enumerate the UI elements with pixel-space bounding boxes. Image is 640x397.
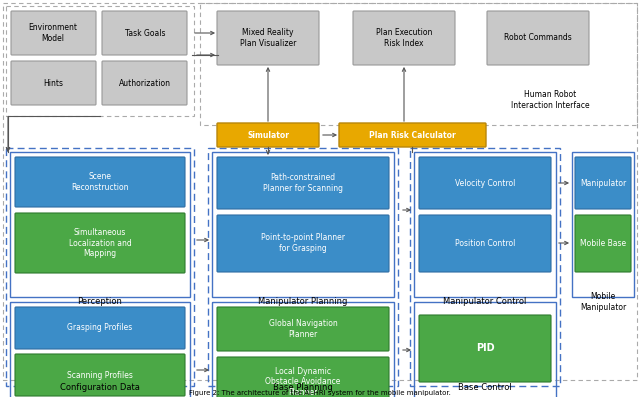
Text: Point-to-point Planner
for Grasping: Point-to-point Planner for Grasping [261,233,345,253]
FancyBboxPatch shape [15,157,185,207]
FancyBboxPatch shape [217,123,319,147]
Text: Human Robot
Interaction Interface: Human Robot Interaction Interface [511,90,589,110]
FancyBboxPatch shape [15,354,185,396]
Text: Global Navigation
Planner: Global Navigation Planner [269,319,337,339]
Text: Hints: Hints [43,79,63,87]
Text: Manipulator Control: Manipulator Control [444,297,527,306]
FancyBboxPatch shape [102,11,187,55]
Text: Simulator: Simulator [247,131,289,139]
Text: Grasping Profiles: Grasping Profiles [67,324,132,333]
FancyBboxPatch shape [217,307,389,351]
Text: Task Goals: Task Goals [125,29,165,37]
Text: Local Dynamic
Obstacle Avoidance
Planner: Local Dynamic Obstacle Avoidance Planner [266,367,340,397]
Text: Environment
Model: Environment Model [29,23,77,43]
Text: Plan Execution
Risk Index: Plan Execution Risk Index [376,28,432,48]
Bar [6,6,194,116]
Bar [208,148,398,386]
FancyBboxPatch shape [217,215,389,272]
Bar [572,152,634,297]
Bar [6,148,194,386]
Text: Robot Commands: Robot Commands [504,33,572,42]
Text: Scanning Profiles: Scanning Profiles [67,370,133,380]
FancyBboxPatch shape [575,215,631,272]
Text: Path-constrained
Planner for Scanning: Path-constrained Planner for Scanning [263,173,343,193]
Text: Position Control: Position Control [455,239,515,247]
Text: Configuration Data: Configuration Data [60,384,140,393]
FancyBboxPatch shape [11,11,96,55]
FancyBboxPatch shape [217,157,389,209]
Text: Plan Risk Calculator: Plan Risk Calculator [369,131,456,139]
FancyBboxPatch shape [102,61,187,105]
FancyBboxPatch shape [15,213,185,273]
FancyBboxPatch shape [419,215,551,272]
Text: Scene
Reconstruction: Scene Reconstruction [71,172,129,192]
Bar [200,3,637,125]
Text: Mobile
Manipulator: Mobile Manipulator [580,292,626,312]
Text: Figure 2: The architecture of the AI-HRI system for the mobile manipulator.: Figure 2: The architecture of the AI-HRI… [189,390,451,396]
Text: PID: PID [476,343,494,353]
FancyBboxPatch shape [217,357,389,397]
FancyBboxPatch shape [15,307,185,349]
Text: Base Control: Base Control [458,384,512,393]
Bar [410,148,560,386]
FancyBboxPatch shape [575,157,631,209]
Text: Simultaneous
Localization and
Mapping: Simultaneous Localization and Mapping [68,228,131,258]
Bar [212,302,394,397]
FancyBboxPatch shape [419,157,551,209]
Bar [212,152,394,297]
FancyBboxPatch shape [419,315,551,382]
Text: Manipulator: Manipulator [580,179,626,187]
Bar [414,302,556,397]
Bar [10,152,190,297]
FancyBboxPatch shape [217,11,319,65]
Text: Mixed Reality
Plan Visualizer: Mixed Reality Plan Visualizer [240,28,296,48]
Text: Velocity Control: Velocity Control [455,179,515,187]
Text: Perception: Perception [77,297,122,306]
Text: Manipulator Planning: Manipulator Planning [259,297,348,306]
FancyBboxPatch shape [11,61,96,105]
FancyBboxPatch shape [487,11,589,65]
Bar [10,302,190,397]
Text: Base Planning: Base Planning [273,384,333,393]
FancyBboxPatch shape [339,123,486,147]
FancyBboxPatch shape [353,11,455,65]
Bar [414,152,556,297]
Text: Mobile Base: Mobile Base [580,239,626,247]
Text: Authorization: Authorization [119,79,171,87]
